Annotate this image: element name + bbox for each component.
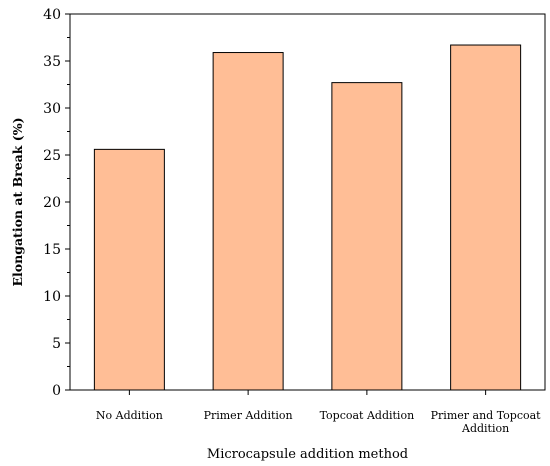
y-tick-label: 10 xyxy=(43,289,61,305)
y-tick-label: 35 xyxy=(43,54,61,70)
x-tick-label-line: Topcoat Addition xyxy=(320,409,415,422)
y-tick-label: 25 xyxy=(43,148,61,164)
bar-2 xyxy=(212,52,284,391)
x-axis-title: Microcapsule addition method xyxy=(207,447,408,462)
bar-4 xyxy=(450,44,522,391)
y-tick-label: 5 xyxy=(52,336,61,352)
y-axis-title: Elongation at Break (%) xyxy=(10,118,25,287)
bar-3 xyxy=(331,82,403,391)
x-tick-label: No Addition xyxy=(96,409,163,422)
x-tick-label-line: Addition xyxy=(461,422,509,435)
y-tick-label: 15 xyxy=(43,242,61,258)
y-tick-label: 30 xyxy=(43,101,61,117)
y-tick-label: 20 xyxy=(43,195,61,211)
x-tick-label: Topcoat Addition xyxy=(320,409,415,422)
y-axis-ticks: 0 5 10 15 20 25 30 35 40 xyxy=(43,7,70,399)
x-tick-label: Primer Addition xyxy=(204,409,293,422)
x-axis-ticks: No Addition Primer Addition Topcoat Additi… xyxy=(96,390,541,435)
x-tick-label-line: Primer and Topcoat xyxy=(431,409,542,422)
bar-1 xyxy=(93,148,165,391)
y-tick-label: 0 xyxy=(52,383,61,399)
x-tick-label-line: No Addition xyxy=(96,409,163,422)
y-tick-label: 40 xyxy=(43,7,61,23)
x-tick-label: Primer and Topcoat Addition xyxy=(431,409,542,435)
bars xyxy=(93,44,522,391)
x-tick-label-line: Primer Addition xyxy=(204,409,293,422)
